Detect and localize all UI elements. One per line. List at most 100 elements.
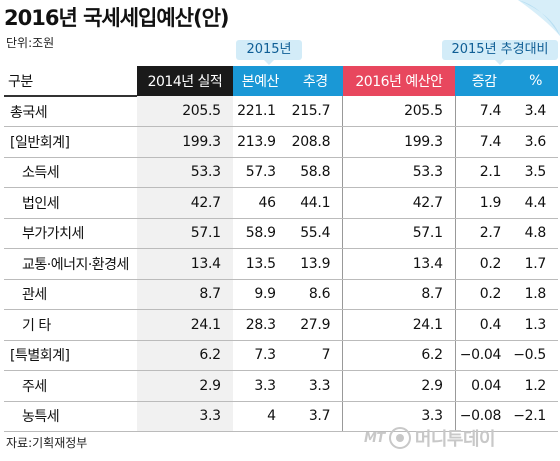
source-note: 자료:기획재정부 bbox=[6, 436, 88, 450]
header-change: 증감 bbox=[455, 66, 514, 96]
cell-2015-supp: 55.4 bbox=[287, 218, 343, 249]
cell-2016: 24.1 bbox=[342, 309, 456, 341]
table-row: 소득세 53.3 57.3 58.8 53.3 2.1 3.5 bbox=[4, 157, 558, 188]
cell-2015-budget: 46 bbox=[232, 187, 288, 219]
cell-2015-budget: 58.9 bbox=[232, 218, 288, 249]
cell-2014: 199.3 bbox=[137, 126, 233, 158]
header-2016-proposal: 2016년 예산안 bbox=[342, 66, 456, 96]
logo-text: 머니투데이 bbox=[414, 429, 496, 450]
cell-2015-supp: 44.1 bbox=[287, 187, 343, 219]
header-category: 구분 bbox=[4, 66, 138, 97]
cell-change: 1.9 bbox=[454, 187, 514, 219]
row-label: 법인세 bbox=[4, 187, 138, 219]
table-row: 교통·에너지·환경세 13.4 13.5 13.9 13.4 0.2 1.7 bbox=[4, 248, 558, 280]
group-label-2015: 2015년 bbox=[236, 40, 302, 60]
row-label: 주세 bbox=[4, 370, 138, 402]
cell-2014: 205.5 bbox=[137, 96, 233, 127]
cell-2015-budget: 13.5 bbox=[232, 248, 288, 280]
cell-percent: −2.1 bbox=[513, 401, 558, 432]
header-2015-supplementary: 추경 bbox=[287, 66, 343, 96]
cell-2014: 3.3 bbox=[137, 401, 233, 432]
cell-2015-supp: 13.9 bbox=[287, 248, 343, 280]
table-row: [일반회계] 199.3 213.9 208.8 199.3 7.4 3.6 bbox=[4, 126, 558, 158]
cell-2014: 57.1 bbox=[137, 218, 233, 249]
cell-percent: 4.8 bbox=[513, 218, 558, 249]
table-row: 기 타 24.1 28.3 27.9 24.1 0.4 1.3 bbox=[4, 309, 558, 341]
cell-change: 7.4 bbox=[454, 96, 514, 127]
cell-2016: 57.1 bbox=[342, 218, 456, 249]
cell-2014: 24.1 bbox=[137, 309, 233, 341]
cell-change: 2.7 bbox=[454, 218, 514, 249]
row-label: 관세 bbox=[4, 279, 138, 310]
cell-2015-supp: 3.7 bbox=[287, 401, 343, 432]
cell-2016: 2.9 bbox=[342, 370, 456, 402]
cell-2014: 53.3 bbox=[137, 157, 233, 188]
cell-2015-supp: 215.7 bbox=[287, 96, 343, 127]
cell-change: 0.2 bbox=[454, 248, 514, 280]
row-label: 총국세 bbox=[4, 96, 138, 127]
cell-2014: 6.2 bbox=[137, 340, 233, 371]
table-row: 주세 2.9 3.3 3.3 2.9 0.04 1.2 bbox=[4, 370, 558, 402]
cell-change: 2.1 bbox=[454, 157, 514, 188]
row-label: 기 타 bbox=[4, 309, 138, 341]
table-row: 관세 8.7 9.9 8.6 8.7 0.2 1.8 bbox=[4, 279, 558, 310]
cell-2015-budget: 7.3 bbox=[232, 340, 288, 371]
row-label: [특별회계] bbox=[4, 340, 138, 371]
cell-percent: 1.8 bbox=[513, 279, 558, 310]
table-row: 법인세 42.7 46 44.1 42.7 1.9 4.4 bbox=[4, 187, 558, 219]
cell-percent: 1.3 bbox=[513, 309, 558, 341]
cell-2016: 205.5 bbox=[342, 96, 456, 127]
cell-2015-supp: 27.9 bbox=[287, 309, 343, 341]
cell-change: 0.04 bbox=[454, 370, 514, 402]
cell-change: 0.4 bbox=[454, 309, 514, 341]
row-label: 부가가치세 bbox=[4, 218, 138, 249]
table-row: 농특세 3.3 4 3.7 3.3 −0.08 −2.1 bbox=[4, 401, 558, 432]
table-row: 부가가치세 57.1 58.9 55.4 57.1 2.7 4.8 bbox=[4, 218, 558, 249]
cell-2016: 8.7 bbox=[342, 279, 456, 310]
cell-2016: 199.3 bbox=[342, 126, 456, 158]
cell-2015-budget: 9.9 bbox=[232, 279, 288, 310]
page-curl-decoration bbox=[518, 0, 560, 36]
cell-2015-budget: 28.3 bbox=[232, 309, 288, 341]
logo-prefix: MT bbox=[364, 430, 385, 446]
logo-circle-icon bbox=[388, 427, 411, 449]
row-label: 농특세 bbox=[4, 401, 138, 432]
cell-2015-budget: 57.3 bbox=[232, 157, 288, 188]
cell-percent: 3.6 bbox=[513, 126, 558, 158]
cell-2016: 42.7 bbox=[342, 187, 456, 219]
page-title: 2016년 국세세입예산(안) bbox=[4, 6, 230, 30]
cell-2015-budget: 4 bbox=[232, 401, 288, 432]
unit-note: 단위:조원 bbox=[6, 36, 55, 50]
cell-2016: 6.2 bbox=[342, 340, 456, 371]
cell-2016: 53.3 bbox=[342, 157, 456, 188]
header-2015-budget: 본예산 bbox=[232, 66, 288, 96]
cell-2014: 2.9 bbox=[137, 370, 233, 402]
cell-2015-budget: 3.3 bbox=[232, 370, 288, 402]
cell-percent: 3.4 bbox=[513, 96, 558, 127]
pointer-change-icon bbox=[495, 60, 505, 65]
cell-2015-budget: 221.1 bbox=[232, 96, 288, 127]
cell-2016: 13.4 bbox=[342, 248, 456, 280]
cell-2015-supp: 7 bbox=[287, 340, 343, 371]
cell-percent: 4.4 bbox=[513, 187, 558, 219]
budget-table: 구분 2014년 실적 본예산 추경 2016년 예산안 증감 % 총국세 20… bbox=[4, 66, 558, 432]
cell-2015-supp: 58.8 bbox=[287, 157, 343, 188]
table-row: 총국세 205.5 221.1 215.7 205.5 7.4 3.4 bbox=[4, 96, 558, 127]
cell-percent: 1.7 bbox=[513, 248, 558, 280]
cell-change: −0.04 bbox=[454, 340, 514, 371]
publisher-logo: MT 머니투데이 bbox=[364, 422, 496, 454]
cell-2014: 8.7 bbox=[137, 279, 233, 310]
pointer-2015-icon bbox=[264, 60, 274, 65]
group-label-change: 2015년 추경대비 bbox=[442, 40, 558, 60]
cell-2015-supp: 8.6 bbox=[287, 279, 343, 310]
cell-2014: 13.4 bbox=[137, 248, 233, 280]
cell-2015-supp: 3.3 bbox=[287, 370, 343, 402]
cell-percent: 3.5 bbox=[513, 157, 558, 188]
cell-change: −0.08 bbox=[454, 401, 514, 432]
table-header-row: 구분 2014년 실적 본예산 추경 2016년 예산안 증감 % bbox=[4, 66, 558, 97]
cell-2014: 42.7 bbox=[137, 187, 233, 219]
row-label: 교통·에너지·환경세 bbox=[4, 248, 138, 280]
cell-percent: −0.5 bbox=[513, 340, 558, 371]
cell-2015-budget: 213.9 bbox=[232, 126, 288, 158]
cell-change: 0.2 bbox=[454, 279, 514, 310]
